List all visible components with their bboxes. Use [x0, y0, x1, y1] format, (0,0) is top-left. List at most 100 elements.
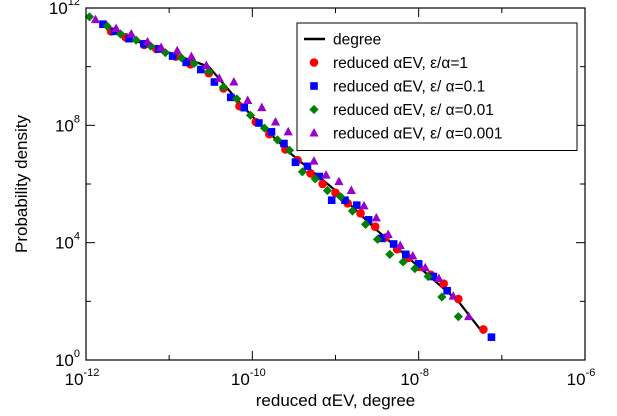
y-tick-label: 1012 — [49, 0, 80, 18]
y-tick-label: 104 — [55, 231, 80, 253]
axis-tick-labels: 10-12 10-10 10-8 10-6 100 104 108 1012 — [49, 0, 596, 389]
diamond-point — [176, 53, 186, 63]
diamond-point — [102, 21, 112, 31]
x-tick-label: 10-6 — [567, 367, 596, 389]
diamond-point — [84, 12, 95, 22]
legend-entry-label: reduced αEV, ε/α=1 — [333, 55, 468, 72]
diamond-point — [410, 264, 420, 274]
square-point — [240, 103, 249, 112]
x-tick-label: 10-8 — [400, 367, 429, 389]
triangle-point — [90, 14, 101, 24]
legend-marker — [309, 128, 319, 137]
triangle-point — [156, 42, 166, 52]
circle-point — [356, 209, 365, 218]
triangle-point — [359, 200, 369, 210]
square-point — [255, 119, 263, 127]
square-point — [389, 240, 398, 248]
diamond-point — [335, 192, 346, 202]
triangle-point — [395, 240, 405, 250]
circle-point — [479, 325, 488, 334]
legend-marker — [309, 58, 319, 67]
legend-entry-label: reduced αEV, ε/ α=0.001 — [333, 126, 502, 143]
square-point — [341, 196, 349, 205]
y-tick-label: 100 — [55, 348, 80, 370]
triangle-point — [420, 262, 430, 272]
square-point — [99, 20, 107, 29]
axis-ticks — [85, 7, 586, 361]
square-point — [487, 333, 496, 341]
triangle-point — [309, 156, 319, 165]
triangle-point — [464, 311, 474, 321]
diamond-point — [310, 174, 320, 184]
triangle-point — [243, 95, 253, 105]
diamond-point — [347, 206, 358, 216]
legend-marker — [310, 82, 318, 90]
legend-box — [296, 22, 578, 151]
triangle-point — [408, 251, 418, 260]
circle-point — [370, 222, 380, 232]
diamond-point — [437, 292, 447, 302]
circle-point — [306, 169, 315, 178]
legend-entry-label: reduced αEV, ε/ α=0.1 — [333, 79, 485, 96]
triangle-point — [434, 273, 444, 283]
square-point — [377, 234, 386, 243]
square-point — [327, 196, 336, 205]
square-point — [315, 172, 324, 181]
square-point — [429, 272, 438, 281]
triangle-point — [126, 28, 136, 38]
square-point — [414, 260, 423, 268]
diamond-point — [284, 145, 295, 155]
diamond-point — [385, 249, 395, 259]
triangle-point — [283, 126, 293, 136]
triangle-point — [321, 170, 331, 179]
diamond-point — [423, 271, 433, 282]
y-axis-label: Probability density — [12, 115, 31, 253]
triangle-point — [346, 185, 356, 195]
square-point — [226, 93, 235, 102]
legend: degree reduced αEV, ε/α=1 reduced αEV, ε/ … — [296, 22, 578, 151]
square-point — [168, 52, 177, 60]
triangle-point — [270, 116, 281, 126]
triangle-point — [201, 60, 211, 69]
legend-marker — [309, 104, 319, 115]
legend-entry-label: reduced αEV, ε/ α=0.01 — [333, 102, 494, 119]
series-3-points — [84, 12, 463, 322]
triangle-point — [172, 45, 182, 55]
diamond-point — [322, 185, 333, 196]
triangle-point — [229, 77, 239, 86]
square-point — [182, 58, 190, 67]
diamond-point — [398, 257, 408, 267]
diamond-point — [218, 82, 229, 92]
square-point — [303, 162, 312, 171]
square-point — [125, 34, 133, 43]
square-point — [210, 78, 219, 86]
x-axis-label: reduced αEV, degree — [256, 391, 415, 410]
legend-entry-label: degree — [333, 32, 381, 49]
square-point — [401, 250, 410, 259]
diamond-point — [131, 35, 141, 45]
triangle-point — [186, 51, 196, 61]
diamond-point — [360, 219, 371, 229]
diamond-point — [297, 167, 308, 177]
square-point — [196, 65, 205, 74]
square-point — [280, 139, 288, 148]
square-point — [364, 216, 373, 224]
diamond-point — [259, 123, 270, 133]
triangle-point — [334, 176, 344, 186]
triangle-point — [257, 102, 267, 112]
diamond-point — [372, 234, 383, 244]
diamond-point — [146, 41, 156, 51]
square-point — [443, 286, 451, 295]
square-point — [352, 201, 361, 209]
circle-point — [318, 179, 327, 189]
triangle-point — [214, 73, 224, 82]
y-tick-label: 108 — [55, 113, 80, 135]
x-tick-label: 10-10 — [231, 367, 266, 389]
diamond-point — [245, 110, 256, 120]
square-point — [267, 128, 276, 136]
diamond-point — [453, 312, 463, 322]
diamond-point — [232, 94, 242, 104]
triangle-point — [142, 36, 153, 46]
diamond-point — [272, 135, 282, 145]
